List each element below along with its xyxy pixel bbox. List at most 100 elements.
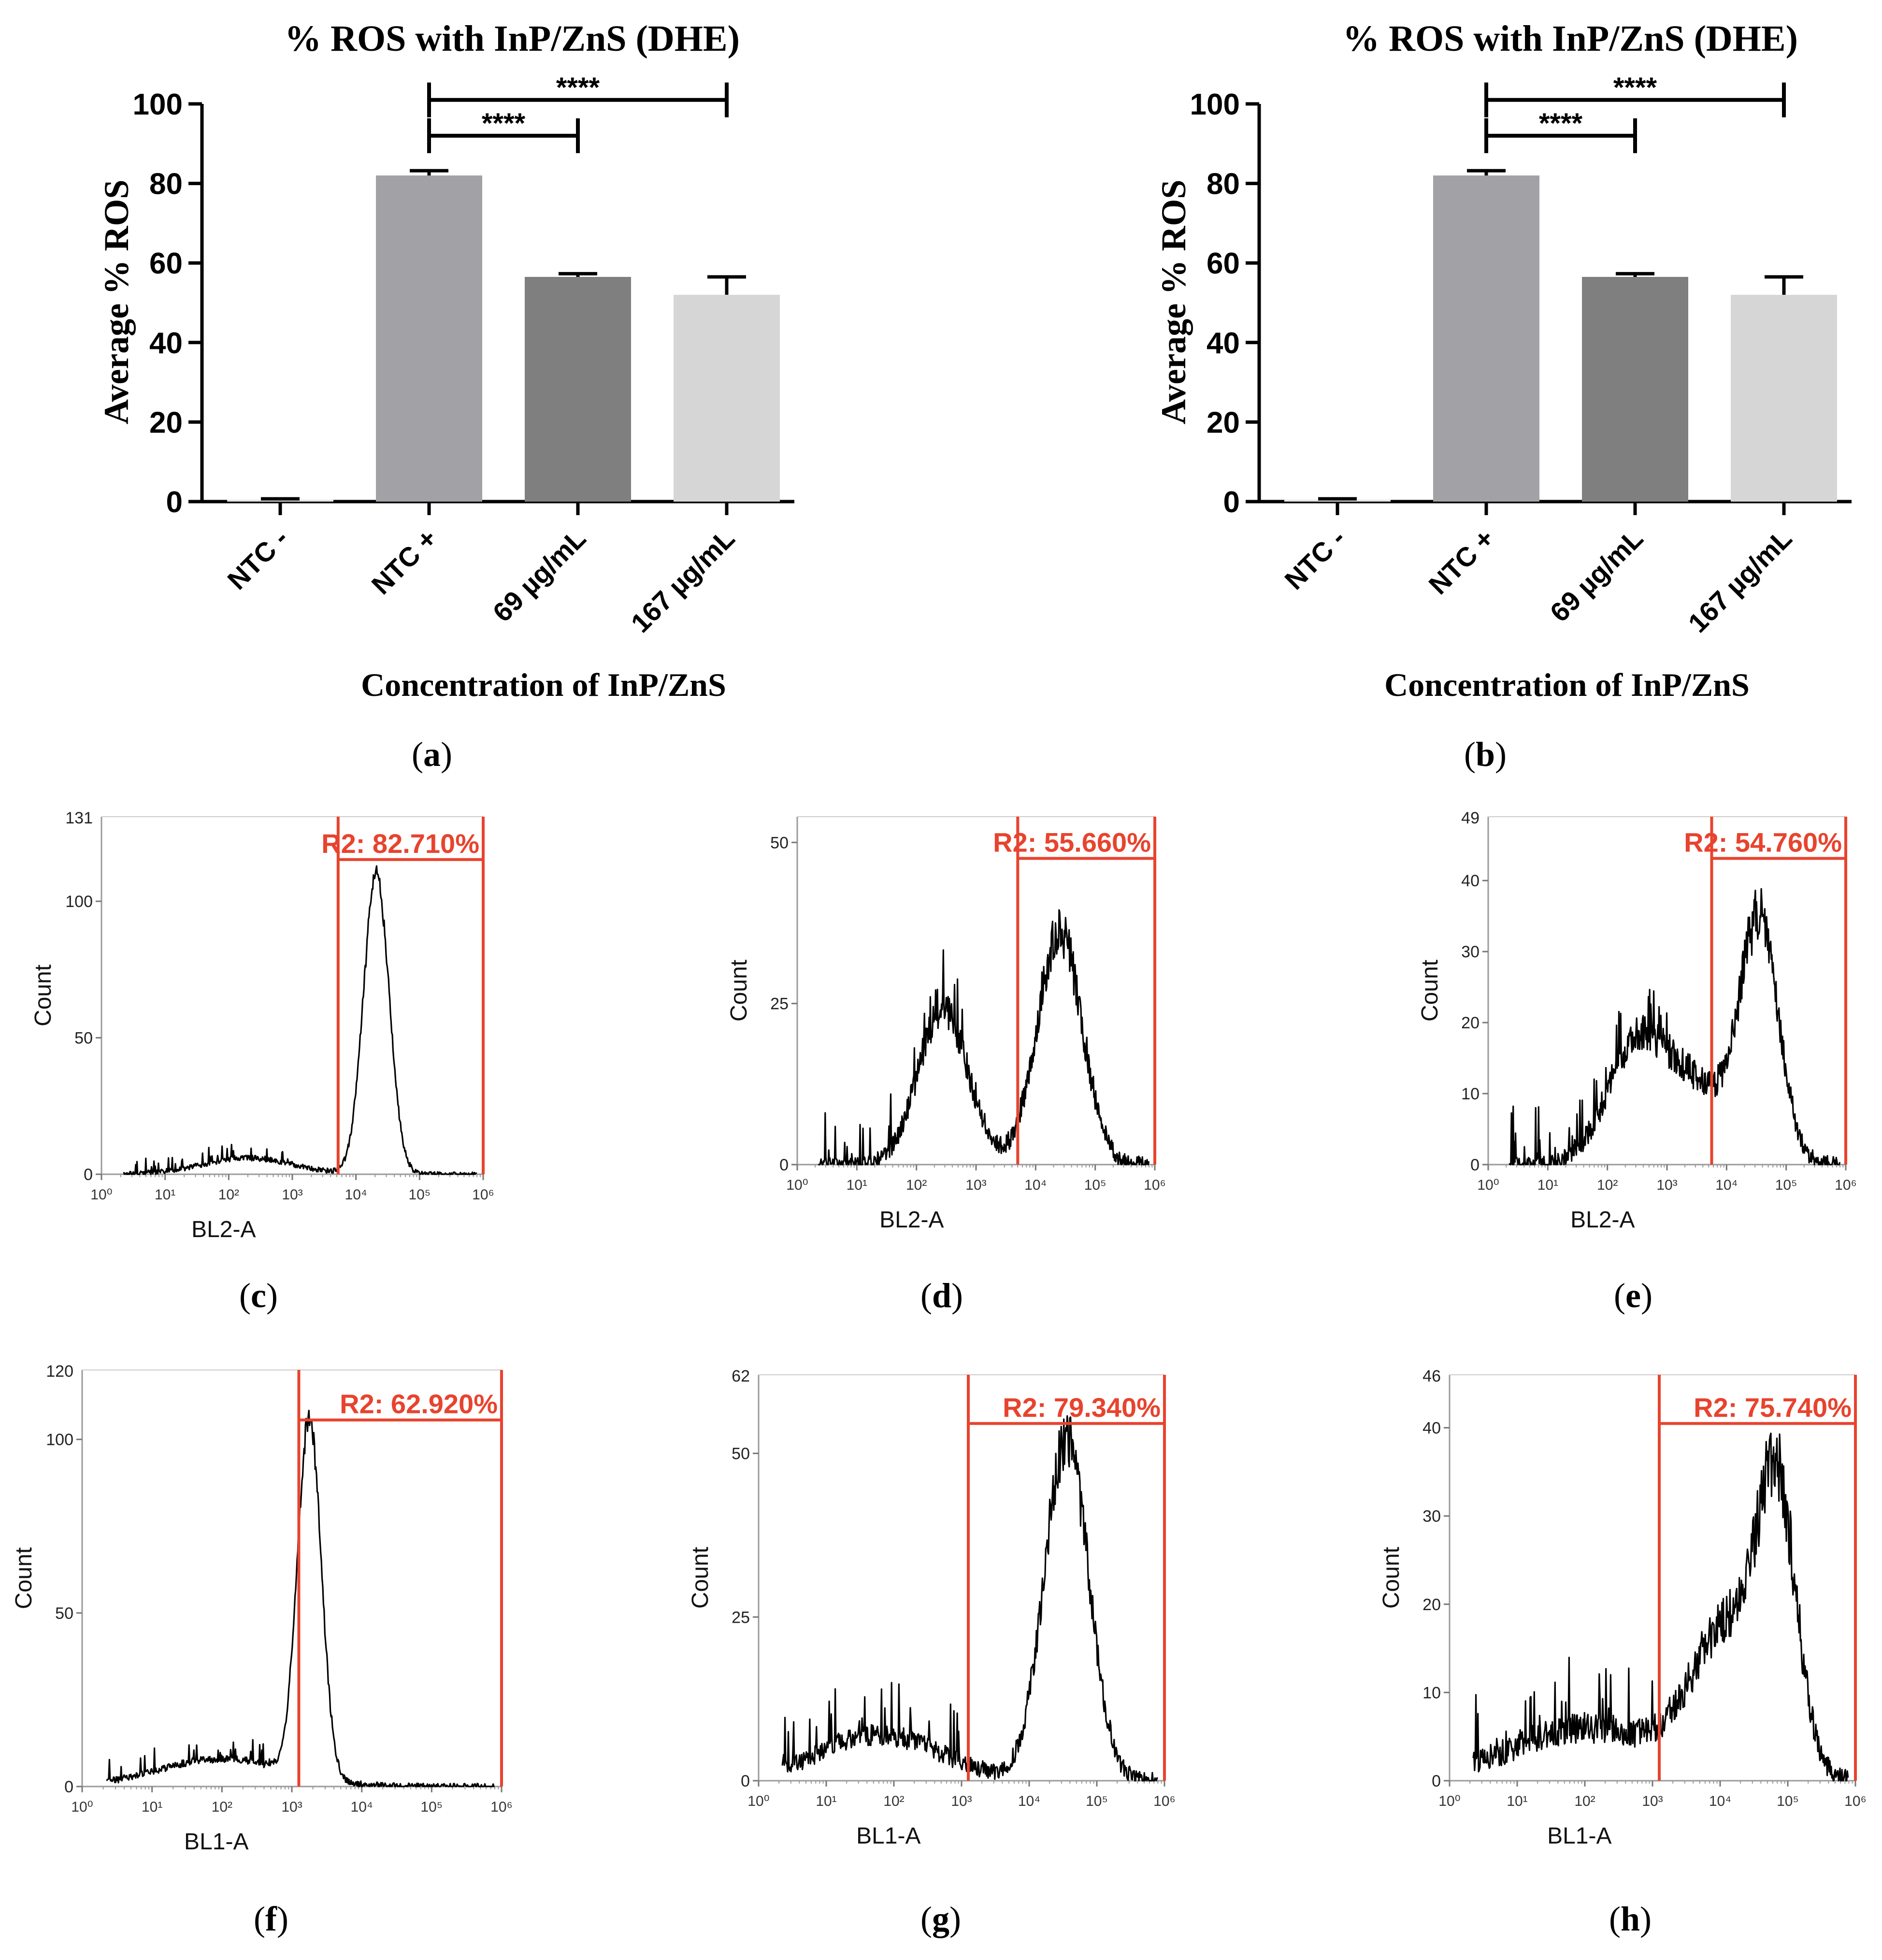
x-tick-label: 10¹ [1507, 1793, 1527, 1809]
y-tick-label: 0 [1223, 486, 1240, 519]
histogram-e: 0 10 20 30 40 49 10⁰ 10¹ 10² 10³ 10⁴ 10⁵ 10⁶ BL2-A Cou… [1417, 809, 1857, 1233]
y-tick-label: 10 [1422, 1684, 1441, 1702]
y-tick-label: 20 [149, 406, 183, 439]
x-tick-label: 10⁶ [472, 1187, 494, 1203]
x-tick-label: 10⁵ [1084, 1177, 1106, 1193]
x-tick-label: 10³ [1642, 1793, 1663, 1809]
histogram-trace [106, 1410, 495, 1787]
bar-chart-b: % ROS with InP/ZnS (DHE) Average % ROS C… [1154, 18, 1852, 703]
y-axis-label: Count [688, 1547, 713, 1609]
x-tick-label: 10¹ [142, 1799, 162, 1815]
x-tick-label: 10¹ [816, 1793, 836, 1809]
y-tick-label: 30 [1461, 943, 1480, 961]
y-max-label: 120 [46, 1363, 73, 1381]
y-tick-label: 40 [1461, 872, 1480, 890]
x-tick-label: 10⁴ [345, 1187, 367, 1203]
x-tick-label: 10⁰ [71, 1799, 93, 1815]
gate-label: R2: 55.660% [993, 827, 1151, 857]
bar [1433, 175, 1539, 502]
y-max-label: 131 [65, 809, 93, 827]
significance-label: **** [556, 72, 600, 103]
y-tick-label: 100 [65, 893, 93, 911]
significance-label: **** [1539, 108, 1583, 139]
y-tick-label: 0 [741, 1772, 750, 1790]
y-tick-label: 0 [779, 1156, 789, 1174]
panel-label-g: (g) [920, 1900, 961, 1938]
x-tick-label: 10¹ [1537, 1177, 1558, 1193]
x-axis-label: Concentration of InP/ZnS [1384, 666, 1750, 703]
x-tick-label: 10⁵ [1086, 1793, 1108, 1809]
y-tick-label: 60 [149, 247, 183, 280]
x-tick-label: 10³ [965, 1177, 986, 1193]
x-tick-label: 10⁵ [1775, 1177, 1797, 1193]
x-tick-label: 69 µg/mL [487, 523, 591, 628]
y-tick-label: 80 [1207, 168, 1240, 201]
x-tick-label: 10³ [281, 1799, 302, 1815]
significance-label: **** [1613, 72, 1657, 103]
x-tick-label: 10⁴ [1709, 1793, 1731, 1809]
y-max-label: 46 [1422, 1367, 1441, 1385]
y-tick-label: 0 [1470, 1156, 1480, 1174]
x-tick-label: 10⁰ [90, 1187, 112, 1203]
x-axis-label: BL1-A [856, 1823, 920, 1849]
y-tick-label: 100 [133, 88, 183, 121]
x-axis-label: Concentration of InP/ZnS [361, 666, 726, 703]
panel-label-b: (b) [1464, 735, 1507, 774]
y-max-label: 49 [1461, 809, 1480, 827]
histogram-trace [818, 909, 1150, 1166]
y-axis-label: Count [726, 960, 752, 1022]
bar-plot-area: 0 20 40 60 80 100 NTC - NTC + 69 µg/mL 167 µg/mL *… [133, 72, 794, 638]
x-axis-label: BL2-A [879, 1207, 944, 1233]
x-tick-label: 10⁵ [420, 1799, 443, 1815]
x-tick-label: 10⁰ [1477, 1177, 1499, 1193]
y-tick-label: 60 [1207, 247, 1240, 280]
y-tick-label: 80 [149, 168, 183, 201]
x-tick-label: 10¹ [155, 1187, 175, 1203]
y-tick-label: 100 [1190, 88, 1240, 121]
bar [1582, 277, 1688, 502]
x-tick-label: 10² [906, 1177, 927, 1193]
y-max-label: 62 [732, 1367, 750, 1385]
x-tick-label: 167 µg/mL [1682, 523, 1797, 638]
histogram-trace [781, 1415, 1159, 1782]
histogram-trace [1472, 1432, 1849, 1782]
x-tick-label: 10⁶ [1835, 1177, 1857, 1193]
x-tick-label: 10⁴ [1715, 1177, 1738, 1193]
histogram-f: 0 50 100 120 10⁰ 10¹ 10² 10³ 10⁴ 10⁵ 10⁶ BL1-A Count… [11, 1363, 513, 1855]
y-tick-label: 20 [1461, 1014, 1480, 1032]
x-axis-label: BL1-A [1547, 1823, 1611, 1849]
y-axis-label: Average % ROS [97, 180, 136, 425]
y-tick-label: 0 [1432, 1772, 1441, 1790]
x-tick-label: 10² [212, 1799, 232, 1815]
histogram-trace [1508, 888, 1841, 1166]
bar-chart-a: % ROS with InP/ZnS (DHE) Average % ROS C… [97, 18, 794, 703]
x-tick-label: 10⁰ [747, 1793, 769, 1809]
y-tick-label: 10 [1461, 1085, 1480, 1103]
y-axis-label: Average % ROS [1154, 180, 1193, 425]
x-tick-label: 10⁶ [1153, 1793, 1176, 1809]
x-tick-label: 10⁴ [1024, 1177, 1047, 1193]
x-tick-label: 10² [883, 1793, 904, 1809]
x-axis-label: BL2-A [191, 1217, 256, 1242]
y-axis-label: Count [1417, 960, 1443, 1022]
histogram-g: 0 25 50 62 10⁰ 10¹ 10² 10³ 10⁴ 10⁵ 10⁶ BL1-A Count R2… [688, 1367, 1176, 1849]
x-tick-label: 10¹ [847, 1177, 867, 1193]
y-axis-label: Count [11, 1547, 37, 1609]
x-tick-label: NTC - [221, 523, 294, 595]
x-tick-label: 10⁴ [351, 1799, 373, 1815]
y-tick-label: 50 [732, 1445, 750, 1463]
x-tick-label: 10² [218, 1187, 239, 1203]
x-tick-label: 10³ [282, 1187, 302, 1203]
y-tick-label: 0 [84, 1166, 93, 1184]
y-tick-label: 40 [1422, 1419, 1441, 1438]
y-tick-label: 50 [74, 1029, 93, 1048]
y-tick-label: 0 [166, 486, 183, 519]
gate-label: R2: 54.760% [1684, 827, 1842, 857]
x-axis-label: BL2-A [1570, 1207, 1635, 1233]
gate-label: R2: 62.920% [340, 1388, 498, 1419]
gate-label: R2: 82.710% [321, 828, 479, 859]
significance-label: **** [482, 108, 526, 139]
y-tick-label: 20 [1207, 406, 1240, 439]
y-tick-label: 30 [1422, 1507, 1441, 1526]
x-tick-label: 10² [1597, 1177, 1618, 1193]
